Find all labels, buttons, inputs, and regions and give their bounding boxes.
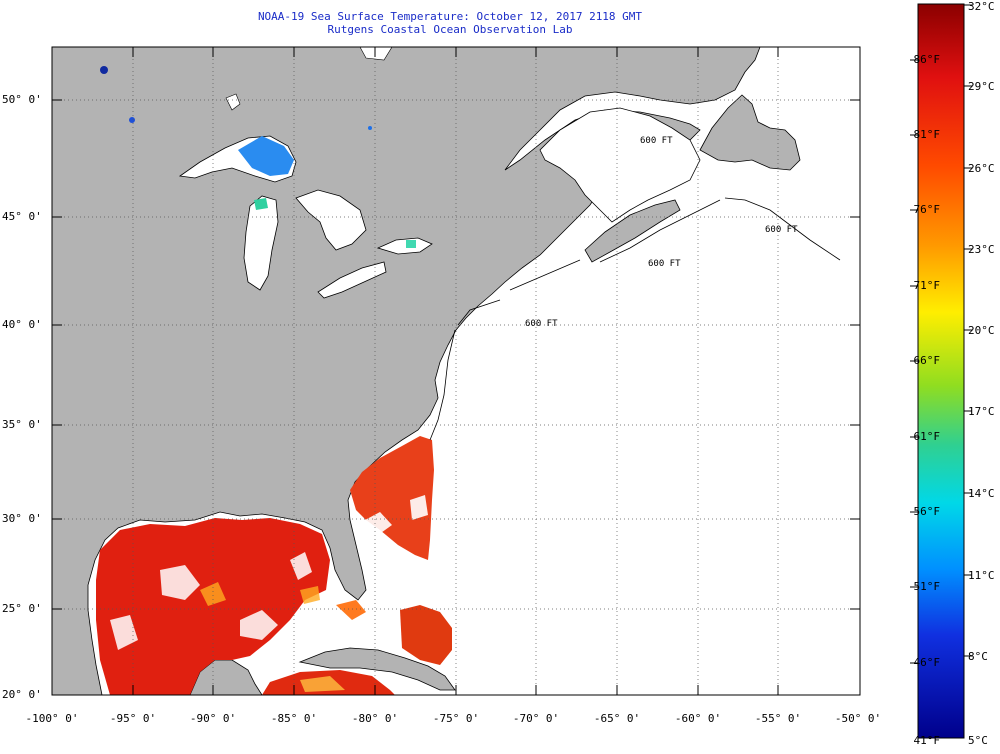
colorbar-f-label: 71°F bbox=[913, 279, 941, 292]
lake-nipigon bbox=[225, 93, 241, 111]
lake-erie bbox=[317, 261, 387, 299]
longitude-label: -85° 0' bbox=[270, 712, 318, 725]
cuba-land bbox=[298, 647, 456, 691]
longitude-label: -95° 0' bbox=[109, 712, 157, 725]
longitude-label: -75° 0' bbox=[432, 712, 480, 725]
colorbar-f-label: 76°F bbox=[913, 203, 941, 216]
colorbar-c-label: 11°C bbox=[968, 569, 995, 582]
contour-label: 600 FT bbox=[640, 136, 673, 146]
colorbar-c-label: 32°C bbox=[968, 0, 995, 13]
colorbar-c-label: 23°C bbox=[968, 243, 995, 256]
latitude-label: 40° 0' bbox=[2, 318, 42, 331]
shelf-contour-600ft bbox=[429, 197, 841, 441]
longitude-label: -60° 0' bbox=[674, 712, 722, 725]
colorbar-f-label: 61°F bbox=[913, 430, 941, 443]
longitude-label: -50° 0' bbox=[834, 712, 882, 725]
contour-label: 600 FT bbox=[765, 225, 798, 235]
colorbar-f-label: 81°F bbox=[913, 128, 941, 141]
latitude-label: 50° 0' bbox=[2, 93, 42, 106]
longitude-label: -80° 0' bbox=[351, 712, 399, 725]
colorbar-c-label: 26°C bbox=[968, 162, 995, 175]
colorbar-f-label: 56°F bbox=[913, 505, 941, 518]
axis-ticks bbox=[52, 47, 860, 695]
longitude-label: -70° 0' bbox=[512, 712, 560, 725]
florida-keys-sst bbox=[336, 600, 366, 620]
temperature-colorbar bbox=[917, 3, 965, 739]
longitude-label: -90° 0' bbox=[189, 712, 237, 725]
latitude-label: 45° 0' bbox=[2, 210, 42, 223]
latitude-label: 35° 0' bbox=[2, 418, 42, 431]
latitude-label: 30° 0' bbox=[2, 512, 42, 525]
map-subtitle: Rutgens Coastal Ocean Observation Lab bbox=[327, 23, 573, 36]
newfoundland-land bbox=[699, 94, 801, 171]
north-america-land bbox=[52, 47, 761, 695]
colorbar-f-label: 41°F bbox=[913, 734, 941, 747]
colorbar-c-label: 8°C bbox=[968, 650, 988, 663]
map-title: NOAA-19 Sea Surface Temperature: October… bbox=[257, 10, 643, 23]
lake-ontario-warm bbox=[406, 240, 416, 248]
colorbar-f-label: 66°F bbox=[913, 354, 941, 367]
lake-huron bbox=[295, 189, 367, 251]
gulf-st-lawrence bbox=[539, 107, 701, 223]
lake-superior-cold bbox=[238, 136, 294, 176]
gulf-warm-yellow bbox=[200, 582, 320, 606]
colorbar-c-label: 14°C bbox=[968, 487, 995, 500]
colorbar-c-label: 5°C bbox=[968, 734, 988, 747]
gulf-cloud-patches bbox=[110, 552, 312, 650]
bahamas-sst bbox=[400, 605, 452, 665]
lake-michigan bbox=[243, 195, 279, 291]
colorbar-c-label: 20°C bbox=[968, 324, 995, 337]
longitude-label: -65° 0' bbox=[593, 712, 641, 725]
longitude-label: -55° 0' bbox=[754, 712, 802, 725]
atlantic-sst-cloud-gaps bbox=[365, 495, 428, 535]
cold-lake-pixel bbox=[368, 126, 372, 130]
latitude-label: 20° 0' bbox=[2, 688, 42, 701]
gulf-of-mexico-sst bbox=[96, 518, 330, 695]
lake-michigan-warm bbox=[254, 198, 268, 210]
contour-label: 600 FT bbox=[648, 259, 681, 269]
grid-lines bbox=[52, 47, 860, 695]
colorbar-c-label: 29°C bbox=[968, 80, 995, 93]
colorbar-f-label: 86°F bbox=[913, 53, 941, 66]
longitude-label: -100° 0' bbox=[25, 712, 79, 725]
latitude-label: 25° 0' bbox=[2, 602, 42, 615]
lake-ontario bbox=[376, 237, 433, 255]
colorbar-ticks bbox=[910, 4, 972, 664]
colorbar-f-label: 51°F bbox=[913, 580, 941, 593]
nova-scotia-land bbox=[584, 199, 681, 263]
caribbean-warm-yellow bbox=[300, 676, 345, 692]
cold-lake-pixel bbox=[100, 66, 108, 74]
contour-label: 600 FT bbox=[525, 319, 558, 329]
cold-lake-pixel bbox=[129, 117, 135, 123]
hudson-bay-fragment bbox=[359, 47, 393, 61]
colorbar-f-label: 46°F bbox=[913, 656, 941, 669]
atlantic-sst-east-coast bbox=[350, 436, 434, 560]
colorbar-c-label: 17°C bbox=[968, 405, 995, 418]
